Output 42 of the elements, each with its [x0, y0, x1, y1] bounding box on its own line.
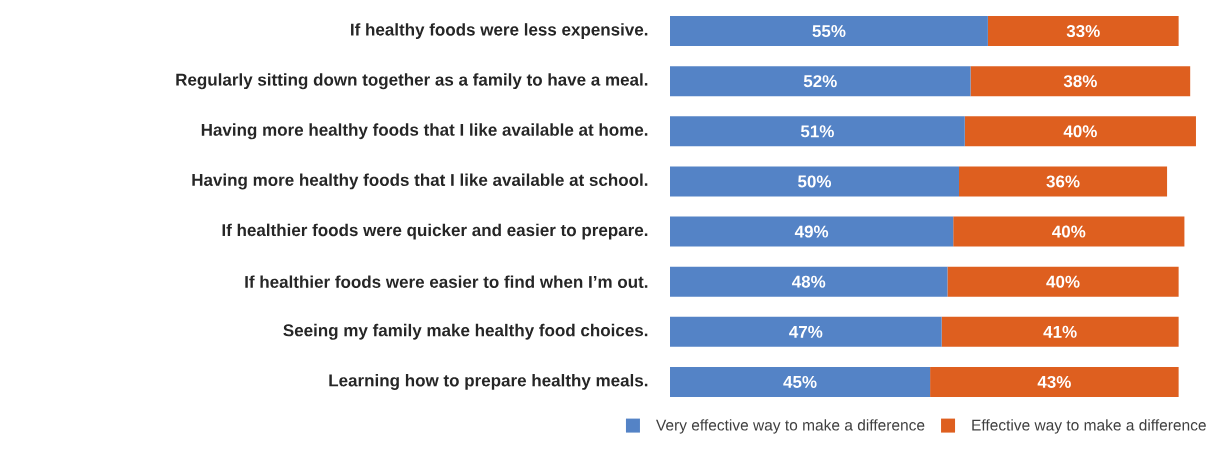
y-tick-label: Having more healthy foods that I like available at school.	[192, 173, 648, 190]
data-label: 40%	[1063, 125, 1097, 138]
data-label: 49%	[794, 225, 829, 238]
data-label: 33%	[1066, 25, 1100, 38]
bar	[953, 216, 1185, 247]
bar	[941, 316, 1179, 347]
data-label: 48%	[791, 275, 826, 288]
bar	[987, 16, 1179, 47]
bar	[970, 66, 1191, 97]
bar	[670, 216, 954, 247]
y-tick-label: Learning how to prepare healthy meals.	[329, 373, 648, 390]
bar	[947, 266, 1179, 297]
data-label: 38%	[1063, 75, 1097, 88]
y-tick-label: If healthier foods were quicker and easier to prepare.	[222, 223, 648, 240]
bar	[670, 116, 965, 147]
legend-label: Effective way to make a difference	[972, 419, 1206, 434]
bar	[670, 16, 988, 47]
data-label: 55%	[812, 25, 846, 38]
bar	[958, 166, 1168, 197]
legend-label: Very effective way to make a difference	[656, 419, 925, 434]
y-tick-label: Having more healthy foods that I like available at home.	[201, 123, 648, 140]
data-label: 50%	[798, 175, 832, 188]
data-label: 47%	[789, 325, 823, 338]
bar	[670, 366, 931, 397]
bar	[964, 116, 1196, 147]
data-label: 41%	[1043, 325, 1077, 338]
data-label: 40%	[1052, 225, 1086, 238]
bar	[930, 366, 1179, 397]
y-tick-label: Seeing my family make healthy food choices.	[283, 323, 648, 340]
data-label: 36%	[1046, 175, 1080, 188]
data-label: 40%	[1046, 275, 1080, 288]
data-label: 51%	[800, 125, 834, 138]
bar	[670, 266, 948, 297]
y-tick-label: Regularly sitting down together as a family to have a meal.	[176, 73, 648, 90]
y-tick-label: If healthy foods were less expensive.	[351, 23, 648, 39]
bar	[670, 316, 942, 347]
data-label: 45%	[783, 375, 817, 388]
data-label: 52%	[803, 75, 837, 88]
bar	[670, 166, 959, 197]
data-label: 43%	[1037, 375, 1071, 388]
y-tick-label: If healthier foods were easier to find when I’m out.	[245, 275, 648, 288]
bar	[670, 66, 971, 97]
